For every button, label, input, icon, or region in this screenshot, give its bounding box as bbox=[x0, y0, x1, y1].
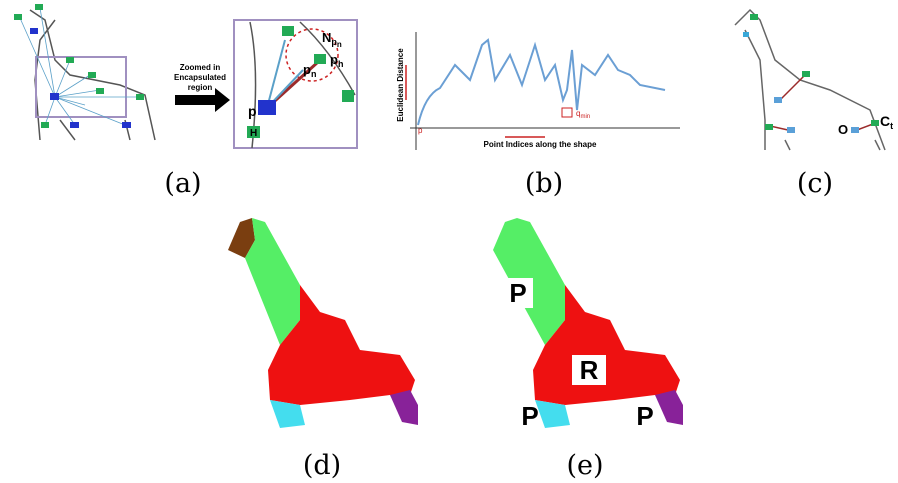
caption: (c) bbox=[797, 168, 833, 199]
label-h: H bbox=[250, 128, 257, 139]
label: p bbox=[331, 37, 337, 47]
label-pn: pn bbox=[303, 62, 316, 79]
part-label: R bbox=[580, 355, 599, 385]
panel-b: Euclidean Distance Point Indices along t… bbox=[396, 32, 680, 150]
label: q bbox=[576, 109, 580, 118]
arrow bbox=[175, 88, 230, 112]
label-o: O bbox=[838, 122, 848, 137]
label-ph: ph bbox=[330, 52, 343, 69]
x-axis-label: Point Indices along the shape bbox=[484, 140, 597, 149]
connections bbox=[19, 7, 140, 126]
zoom-region bbox=[35, 56, 127, 118]
part-label: P bbox=[509, 278, 526, 308]
panel-d bbox=[228, 218, 418, 428]
part-label: P bbox=[521, 401, 538, 431]
label: min bbox=[580, 114, 590, 120]
part-label: P bbox=[636, 401, 653, 431]
caption: (b) bbox=[525, 168, 563, 199]
caption: (d) bbox=[303, 450, 341, 481]
caption: (e) bbox=[566, 450, 603, 481]
y-axis-label: Euclidean Distance bbox=[396, 48, 405, 122]
arrow-text: region bbox=[188, 83, 213, 92]
caption: (a) bbox=[164, 168, 201, 199]
label: C bbox=[880, 113, 890, 129]
label-p: p bbox=[248, 103, 257, 119]
label: n bbox=[311, 69, 317, 79]
label: N bbox=[322, 30, 331, 45]
label: t bbox=[890, 121, 893, 131]
panel-e: P R P P bbox=[493, 218, 683, 431]
qmin-label: qmin bbox=[576, 109, 590, 120]
label: p bbox=[303, 62, 311, 77]
panel-c: O Ct bbox=[734, 8, 893, 151]
distance-curve bbox=[417, 38, 666, 126]
label-np: Npn bbox=[322, 30, 342, 49]
origin-label: p bbox=[418, 126, 423, 135]
label: h bbox=[338, 59, 344, 69]
panel-a bbox=[14, 4, 156, 141]
arrow-text: Zoomed in bbox=[180, 63, 221, 72]
label: p bbox=[330, 52, 338, 67]
giraffe-outline bbox=[29, 9, 156, 141]
arrow-text: Encapsulated bbox=[174, 73, 226, 82]
label-ct: Ct bbox=[880, 113, 893, 131]
zoom-box: Npn pn ph p H bbox=[233, 19, 358, 149]
label: n bbox=[337, 40, 342, 49]
